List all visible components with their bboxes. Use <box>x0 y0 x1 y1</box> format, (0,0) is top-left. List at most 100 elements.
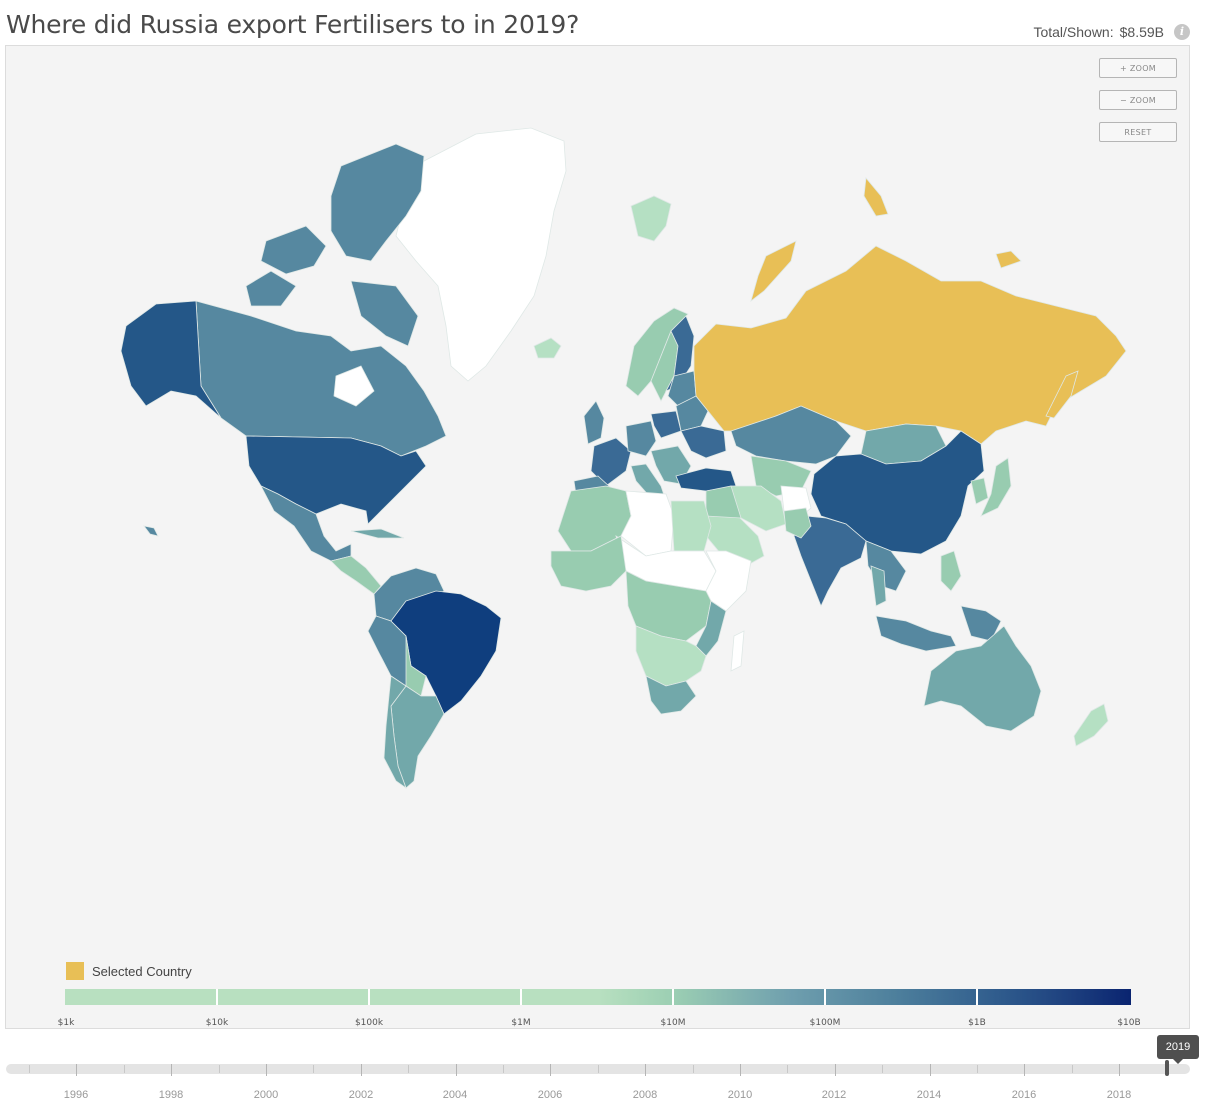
timeline-tick <box>977 1065 978 1073</box>
selected-year-bubble: 2019 <box>1157 1035 1199 1064</box>
reset-button[interactable]: RESET <box>1099 122 1177 142</box>
year-label[interactable]: 2000 <box>253 1089 279 1101</box>
country-mexico[interactable] <box>260 485 352 562</box>
country-canada-hudson[interactable] <box>333 365 375 407</box>
timeline-tick <box>123 1065 125 1073</box>
timeline-tick <box>29 1065 30 1073</box>
country-russia-islands[interactable] <box>750 177 1022 303</box>
scale-separator <box>216 989 218 1005</box>
timeline-tick <box>76 1064 78 1076</box>
country-iceland[interactable] <box>533 337 562 359</box>
timeline-tick <box>455 1064 457 1076</box>
country-russia-kamchatka[interactable] <box>1045 370 1079 419</box>
scale-separator <box>368 989 370 1005</box>
country-southeast-asia[interactable] <box>865 540 907 592</box>
country-chile[interactable] <box>383 675 407 790</box>
year-label[interactable]: 2010 <box>727 1089 753 1101</box>
country-bolivia[interactable] <box>405 635 427 697</box>
country-japan[interactable] <box>980 457 1012 517</box>
timeline-tick <box>787 1065 789 1073</box>
timeline-tick <box>929 1064 931 1076</box>
country-uk[interactable] <box>583 400 605 445</box>
country-poland[interactable] <box>650 410 682 439</box>
year-label[interactable]: 2014 <box>916 1089 942 1101</box>
country-southern-africa[interactable] <box>635 625 707 687</box>
country-greenland[interactable] <box>395 127 567 382</box>
color-scale <box>65 989 1131 1005</box>
scale-label: $1B <box>968 1018 986 1028</box>
timeline-tick <box>171 1064 173 1076</box>
timeline-tick <box>360 1064 362 1076</box>
country-egypt[interactable] <box>670 500 712 552</box>
country-hawaii[interactable] <box>143 525 159 537</box>
country-china[interactable] <box>810 430 985 555</box>
scale-separator <box>520 989 522 1005</box>
timeline-tick <box>692 1065 694 1073</box>
timeline-tick <box>740 1064 741 1076</box>
timeline-tick <box>882 1065 884 1073</box>
year-label[interactable]: 2016 <box>1011 1089 1037 1101</box>
total-shown: Total/Shown: $8.59B <box>1033 24 1164 40</box>
scale-separator <box>824 989 826 1005</box>
timeline-tick <box>645 1064 647 1076</box>
country-germany[interactable] <box>625 420 657 457</box>
timeline-tick <box>408 1065 410 1073</box>
scale-label: $100k <box>354 1018 384 1028</box>
legend-selected: Selected Country <box>66 962 192 980</box>
scale-separator <box>976 989 978 1005</box>
year-label[interactable]: 2008 <box>632 1089 658 1101</box>
country-ukraine[interactable] <box>680 425 727 459</box>
world-map[interactable] <box>6 46 1190 1029</box>
country-thailand[interactable] <box>870 565 887 607</box>
country-cuba[interactable] <box>350 528 405 539</box>
year-label[interactable]: 1998 <box>158 1089 184 1101</box>
scale-label: $100M <box>809 1018 841 1028</box>
country-new-zealand[interactable] <box>1073 703 1109 747</box>
country-australia[interactable] <box>923 625 1042 732</box>
country-france[interactable] <box>590 437 632 487</box>
zoom-out-button[interactable]: − ZOOM <box>1099 90 1177 110</box>
timeline-tick <box>597 1065 599 1073</box>
country-usa-alaska[interactable] <box>120 300 222 419</box>
map-panel[interactable]: + ZOOM − ZOOM RESET Selected Country $1k… <box>5 45 1190 1029</box>
timeline-tick <box>503 1065 504 1073</box>
timeline-tick <box>550 1064 552 1076</box>
country-indonesia[interactable] <box>875 605 1002 652</box>
year-label[interactable]: 1996 <box>63 1089 89 1101</box>
country-korea[interactable] <box>970 477 989 505</box>
timeline-tick <box>1024 1064 1026 1076</box>
zoom-in-button[interactable]: + ZOOM <box>1099 58 1177 78</box>
country-pakistan[interactable] <box>783 507 812 539</box>
country-south-africa[interactable] <box>645 675 697 715</box>
country-canada-arctic[interactable] <box>245 143 425 347</box>
timeline-tick <box>313 1065 315 1073</box>
scale-label: $1k <box>57 1018 75 1028</box>
country-west-africa[interactable] <box>550 535 627 592</box>
country-svalbard[interactable] <box>630 195 672 242</box>
country-philippines[interactable] <box>940 550 962 592</box>
country-belarus[interactable] <box>675 395 709 432</box>
scale-label: $1M <box>511 1018 531 1028</box>
year-label[interactable]: 2002 <box>348 1089 374 1101</box>
country-india[interactable] <box>793 515 867 608</box>
total-label: Total/Shown: <box>1033 24 1114 40</box>
scale-label: $10k <box>205 1018 229 1028</box>
page-title: Where did Russia export Fertilisers to i… <box>6 10 580 39</box>
country-central-america[interactable] <box>330 555 382 595</box>
scale-separator <box>672 989 674 1005</box>
timeline-tick <box>266 1064 267 1076</box>
year-label[interactable]: 2004 <box>442 1089 468 1101</box>
scale-label: $10B <box>1117 1018 1141 1028</box>
year-label[interactable]: 2006 <box>537 1089 563 1101</box>
year-label[interactable]: 2012 <box>821 1089 847 1101</box>
country-madagascar[interactable] <box>730 630 745 672</box>
timeline-handle[interactable] <box>1165 1060 1169 1076</box>
scale-label: $10M <box>660 1018 686 1028</box>
timeline-tick <box>218 1065 220 1073</box>
timeline-tick <box>1119 1064 1121 1076</box>
selected-country-label: Selected Country <box>92 963 192 979</box>
timeline-tick <box>1071 1065 1073 1073</box>
year-label[interactable]: 2018 <box>1106 1089 1132 1101</box>
info-icon[interactable]: i <box>1174 24 1190 40</box>
country-canada[interactable] <box>195 300 447 457</box>
